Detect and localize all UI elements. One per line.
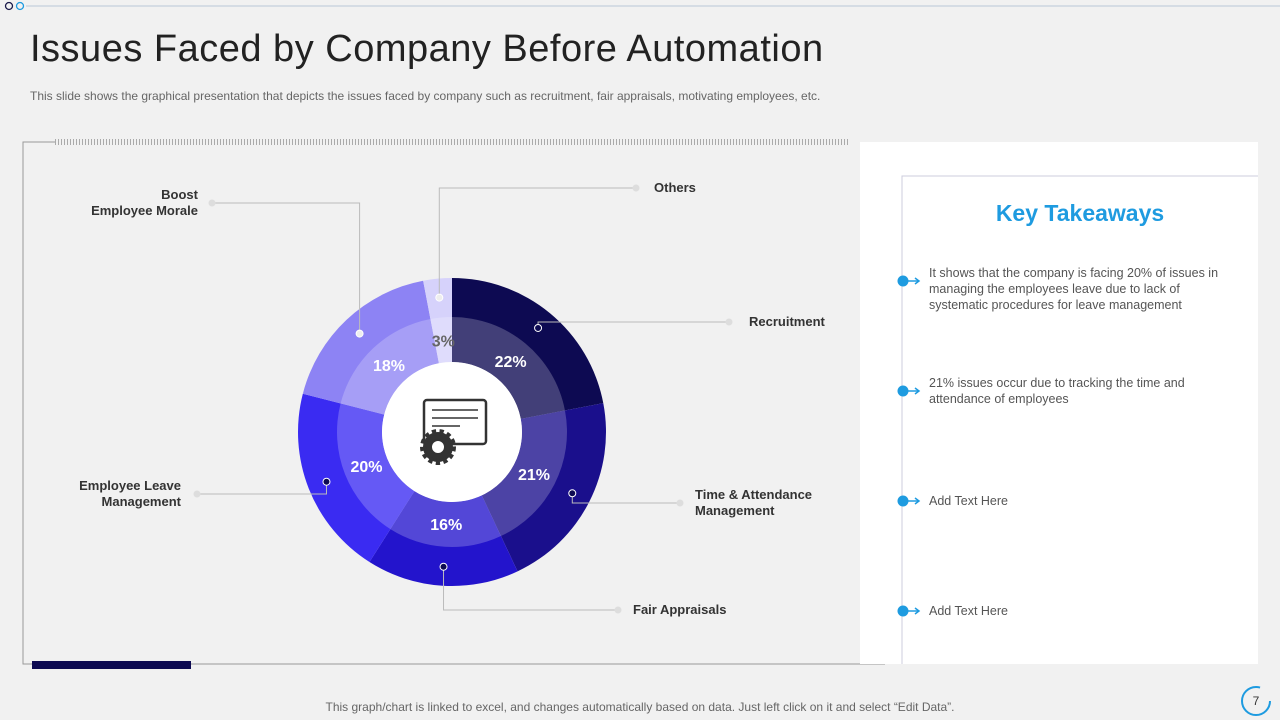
- leader-line: [197, 481, 327, 495]
- footer-note: This graph/chart is linked to excel, and…: [325, 700, 955, 714]
- value-label: 20%: [350, 459, 382, 476]
- category-label: Recruitment: [749, 314, 825, 329]
- leader-line: [212, 202, 361, 334]
- value-label: 21%: [518, 467, 550, 484]
- value-label: 18%: [373, 358, 405, 375]
- takeaway-item: It shows that the company is facing 20% …: [929, 266, 1219, 312]
- value-label: 22%: [495, 354, 527, 371]
- slice-highlight: [481, 410, 567, 537]
- leader-dot: [193, 490, 201, 498]
- pie-slice: [298, 393, 415, 563]
- leader-dot: [568, 489, 577, 498]
- dot-icon: [15, 1, 25, 11]
- leader-dot: [676, 499, 684, 507]
- slice-highlight: [430, 317, 452, 364]
- takeaway-item: 21% issues occur due to tracking the tim…: [929, 376, 1185, 406]
- leader-dot: [534, 323, 543, 332]
- pie-slice: [302, 280, 439, 415]
- page-number: 7: [1252, 694, 1260, 708]
- leader-dot: [322, 477, 331, 486]
- slide-title: Issues Faced by Company Before Automatio…: [30, 28, 824, 70]
- takeaway-item: Add Text Here: [929, 494, 1008, 508]
- frame: [22, 141, 885, 665]
- takeaway-item: Add Text Here: [929, 604, 1008, 618]
- category-label: Boost Employee Morale: [91, 187, 198, 218]
- leader-line: [438, 187, 636, 298]
- leader-dot: [439, 562, 448, 571]
- slice-highlight: [340, 319, 439, 415]
- dot-icon: [4, 1, 14, 11]
- leader-dot: [208, 199, 216, 207]
- slice-highlight: [390, 491, 501, 547]
- category-label: Time & Attendance Management: [695, 487, 813, 518]
- leader-dot: [725, 318, 733, 326]
- leader-dot: [355, 329, 364, 338]
- bullet-arrow: [914, 607, 921, 615]
- takeaway-title: Key Takeaways: [995, 200, 1165, 226]
- bullet-arrow: [914, 387, 921, 395]
- category-label: Employee Leave Management: [79, 478, 181, 509]
- pie-slice: [452, 278, 604, 419]
- slide-subtitle: This slide shows the graphical presentat…: [30, 89, 821, 103]
- page-circle: [1241, 686, 1271, 716]
- value-label: 3%: [432, 333, 455, 350]
- category-label: Others: [654, 180, 696, 195]
- pie-slice: [423, 278, 452, 364]
- value-label: 16%: [430, 517, 462, 534]
- takeaway-panel: [860, 142, 1258, 664]
- leader-dot: [614, 606, 622, 614]
- accent-bar: [32, 661, 191, 669]
- leader-dot: [632, 184, 640, 192]
- leader-dot: [435, 293, 444, 302]
- bullet-arrow: [914, 277, 921, 285]
- pie-slice: [481, 403, 606, 572]
- gear-hole: [430, 439, 446, 455]
- slice-highlight: [452, 317, 565, 419]
- bullet-arrow: [914, 497, 921, 505]
- leader-line: [537, 321, 729, 328]
- category-label: Fair Appraisals: [633, 602, 727, 617]
- leader-line: [443, 566, 618, 611]
- pie-slice: [369, 491, 518, 587]
- slice-highlight: [337, 403, 415, 530]
